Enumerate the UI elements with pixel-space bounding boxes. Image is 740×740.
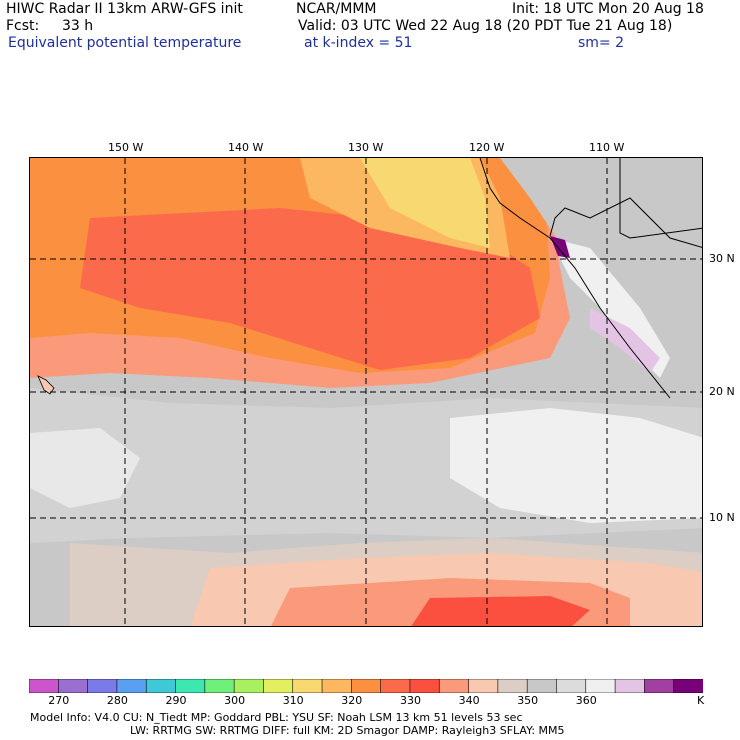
colorbar-swatch xyxy=(409,679,441,693)
colorbar-swatch xyxy=(526,679,558,693)
colorbar-swatch xyxy=(263,679,294,693)
hawaii-islands xyxy=(37,375,55,395)
smoothing-label: sm= 2 xyxy=(578,35,625,51)
colorbar-tick-label: 320 xyxy=(341,694,363,707)
colorbar-swatch xyxy=(673,679,703,693)
colorbar-tick-label: 270 xyxy=(48,694,70,707)
init-time: Init: 18 UTC Mon 20 Aug 18 xyxy=(512,1,704,17)
yellow-region xyxy=(360,158,490,248)
colorbar-swatch xyxy=(175,679,206,693)
colorbar-tick-label: 300 xyxy=(224,694,246,707)
model-title: HIWC Radar II 13km ARW-GFS init xyxy=(6,1,243,17)
lat-label-10n: 10 N xyxy=(709,511,735,524)
colorbar-tick-label: 310 xyxy=(282,694,304,707)
colorbar-tick-label: 360 xyxy=(575,694,597,707)
colorbar-swatch xyxy=(380,679,411,693)
colorbar-unit: K xyxy=(697,694,705,707)
red-region-north xyxy=(80,208,540,370)
lon-label-120w: 120 W xyxy=(469,141,505,154)
model-info-line2: LW: RRTMG SW: RRTMG DIFF: full KM: 2D Sm… xyxy=(130,724,565,737)
colorbar-swatch xyxy=(87,679,118,693)
lon-label-110w: 110 W xyxy=(589,141,625,154)
colorbar-swatch xyxy=(116,679,148,693)
theta-e-map xyxy=(29,157,703,627)
lon-label-150w: 150 W xyxy=(108,141,144,154)
coastline-inland xyxy=(549,197,702,248)
lon-label-140w: 140 W xyxy=(228,141,264,154)
forecast-hour: 33 h xyxy=(62,18,94,34)
map-canvas xyxy=(30,158,702,626)
colorbar-swatch xyxy=(57,679,89,693)
colorbar-swatch xyxy=(644,679,675,693)
colorbar-swatch xyxy=(29,679,60,693)
lat-label-20n: 20 N xyxy=(709,385,735,398)
field-name: Equivalent potential temperature xyxy=(8,35,242,51)
colorbar-swatch xyxy=(614,679,646,693)
colorbar-tick-label: 350 xyxy=(517,694,539,707)
coastline-pacific xyxy=(479,158,671,399)
colorbar-swatch xyxy=(145,679,177,693)
dark-purple-patch xyxy=(550,236,570,258)
colorbar-swatch xyxy=(438,679,470,693)
colorbar-swatch xyxy=(351,679,382,693)
level-label: at k-index = 51 xyxy=(304,35,413,51)
colorbar-swatch xyxy=(468,679,499,693)
colorbar-tick-label: 290 xyxy=(165,694,187,707)
colorbar-tick-label: 330 xyxy=(400,694,421,707)
colorbar-swatch xyxy=(204,679,235,693)
colorbar xyxy=(29,679,703,693)
colorbar-swatch xyxy=(585,679,616,693)
colorbar-swatch xyxy=(321,679,353,693)
colorbar-swatch xyxy=(556,679,587,693)
colorbar-swatch xyxy=(292,679,323,693)
model-info-line1: Model Info: V4.0 CU: N_Tiedt MP: Goddard… xyxy=(30,711,523,724)
lat-lon-grid xyxy=(30,158,702,626)
colorbar-swatch xyxy=(497,679,528,693)
colorbar-tick-label: 280 xyxy=(106,694,128,707)
colorbar-tick-label: 340 xyxy=(458,694,480,707)
red-patch-south xyxy=(411,596,590,626)
valid-time: Valid: 03 UTC Wed 22 Aug 18 (20 PDT Tue … xyxy=(298,18,673,34)
lon-label-130w: 130 W xyxy=(348,141,384,154)
white-region-east xyxy=(450,408,702,523)
state-border xyxy=(619,158,702,239)
forecast-label: Fcst: xyxy=(6,18,40,34)
white-region-west xyxy=(30,428,140,508)
lat-label-30n: 30 N xyxy=(709,252,735,265)
colorbar-swatch xyxy=(233,679,265,693)
org-label: NCAR/MMM xyxy=(296,1,377,17)
